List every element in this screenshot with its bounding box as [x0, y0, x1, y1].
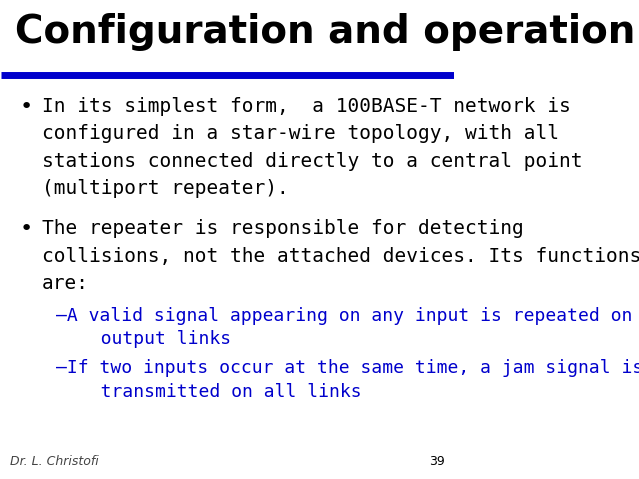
Text: —If two inputs occur at the same time, a jam signal is: —If two inputs occur at the same time, a…: [56, 359, 639, 377]
Text: The repeater is responsible for detecting: The repeater is responsible for detectin…: [42, 219, 524, 238]
Text: collisions, not the attached devices. Its functions: collisions, not the attached devices. It…: [42, 247, 639, 266]
Text: •: •: [19, 97, 33, 116]
Text: •: •: [19, 219, 33, 239]
Text: are:: are:: [42, 274, 89, 293]
Text: output links: output links: [68, 331, 231, 348]
Text: Configuration and operation: Configuration and operation: [15, 13, 635, 51]
Text: —A valid signal appearing on any input is repeated on all: —A valid signal appearing on any input i…: [56, 307, 639, 325]
Text: configured in a star-wire topology, with all: configured in a star-wire topology, with…: [42, 124, 559, 143]
Text: transmitted on all links: transmitted on all links: [68, 383, 362, 401]
Text: (multiport repeater).: (multiport repeater).: [42, 180, 289, 198]
Text: Dr. L. Christofi: Dr. L. Christofi: [10, 455, 99, 468]
Text: In its simplest form,  a 100BASE-T network is: In its simplest form, a 100BASE-T networ…: [42, 97, 571, 115]
Text: stations connected directly to a central point: stations connected directly to a central…: [42, 152, 583, 171]
Text: 39: 39: [429, 455, 445, 468]
